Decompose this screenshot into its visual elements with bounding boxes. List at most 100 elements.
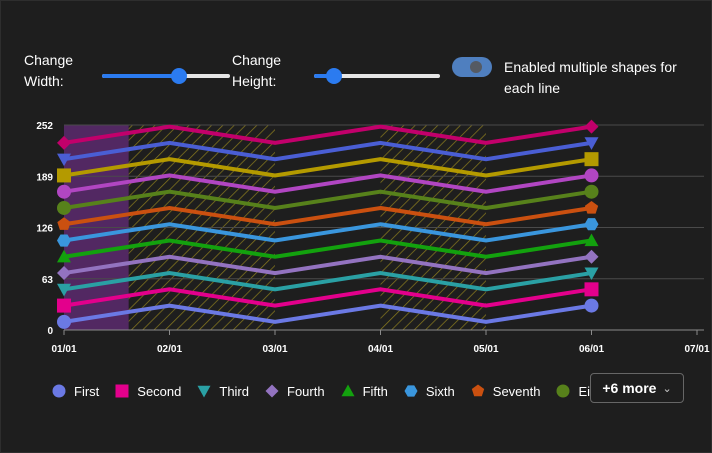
- legend-item-label: Fifth: [362, 383, 388, 399]
- height-slider-track: [314, 74, 440, 78]
- series-line: [63, 271, 592, 292]
- data-point-marker: [57, 298, 71, 313]
- chevron-down-icon: ⌄: [662, 382, 672, 395]
- data-point-marker: [584, 298, 599, 313]
- hexagon-icon: [404, 385, 418, 397]
- triangle-down-icon: [197, 385, 211, 398]
- multiple-shapes-toggle[interactable]: [452, 57, 492, 77]
- legend-item-third[interactable]: Third: [197, 384, 249, 399]
- series-line: [63, 157, 592, 178]
- legend-marker: [471, 384, 484, 397]
- multiple-shapes-toggle-label: Enabled multiple shapes for each line: [504, 59, 677, 96]
- x-tick-label: 01/01: [51, 344, 76, 355]
- series-line: [63, 254, 592, 276]
- legend-item-seventh[interactable]: Seventh: [471, 383, 541, 399]
- x-tick-label: 04/01: [368, 344, 393, 355]
- series-12: [57, 119, 599, 150]
- legend-marker: [556, 384, 570, 398]
- data-point-marker: [584, 168, 599, 183]
- data-point-marker: [57, 283, 71, 297]
- line-chart: 0 63 126 189 252 01/01 02/01 03/01 04/01 05/01 06/…: [36, 119, 710, 355]
- y-tick-label: 252: [36, 121, 53, 132]
- data-point-marker: [57, 266, 71, 281]
- data-point-marker: [584, 184, 599, 199]
- legend-item-second[interactable]: Second: [115, 384, 181, 399]
- y-tick-label: 0: [47, 326, 53, 337]
- x-tick-label: 05/01: [473, 344, 498, 355]
- data-point-marker: [584, 267, 599, 281]
- legend-item-label: Second: [137, 383, 182, 399]
- width-slider-fill: [102, 74, 179, 78]
- data-point-marker: [57, 168, 71, 183]
- legend-item-fifth[interactable]: Fifth: [341, 384, 388, 399]
- series-5: [57, 233, 599, 263]
- triangle-up-icon: [341, 384, 355, 397]
- data-point-marker: [584, 152, 599, 167]
- circle-icon: [52, 384, 66, 398]
- data-point-marker: [57, 234, 71, 247]
- series-1: [57, 298, 599, 329]
- pentagon-icon: [471, 384, 484, 397]
- series-7: [57, 200, 599, 230]
- series-line: [63, 303, 592, 324]
- legend-marker: [197, 385, 211, 398]
- legend-item-sixth[interactable]: Sixth: [404, 384, 455, 399]
- data-point-marker: [584, 233, 599, 247]
- width-slider[interactable]: [102, 68, 230, 84]
- data-point-marker: [57, 153, 71, 167]
- series-11: [57, 137, 599, 167]
- legend-item-fourth[interactable]: Fourth: [265, 384, 325, 399]
- legend-more-button[interactable]: +6 more ⌄: [590, 373, 684, 403]
- square-icon: [115, 384, 129, 398]
- legend-item-first[interactable]: First: [52, 384, 99, 399]
- legend-marker: [404, 385, 418, 397]
- height-slider-fill: [314, 74, 335, 78]
- x-tick-label: 03/01: [262, 344, 287, 355]
- change-width-label: Change Width:: [24, 52, 74, 89]
- series-line: [63, 140, 592, 162]
- series-line: [63, 189, 592, 210]
- series-line: [63, 238, 592, 259]
- legend-marker: [115, 384, 129, 398]
- data-point-marker: [57, 249, 71, 263]
- series-8: [57, 184, 599, 215]
- y-tick-label: 189: [36, 172, 53, 183]
- series-3: [57, 267, 599, 297]
- series-2: [57, 282, 599, 313]
- series-line: [63, 287, 592, 308]
- chart-legend: FirstSecondThirdFourthFifthSixthSeventhE…: [52, 376, 624, 406]
- legend-item-label: Seventh: [492, 383, 541, 399]
- data-point-marker: [57, 135, 71, 150]
- width-slider-thumb[interactable]: [170, 68, 187, 84]
- data-point-marker: [57, 217, 71, 230]
- data-point-marker: [584, 119, 599, 134]
- series-line: [63, 173, 592, 194]
- series-line: [63, 222, 592, 243]
- legend-marker: [341, 384, 355, 397]
- legend-item-label: Third: [219, 383, 249, 399]
- legend-more-label: +6 more: [602, 380, 657, 396]
- data-point-marker: [57, 314, 71, 329]
- legend-item-label: Sixth: [425, 383, 455, 399]
- change-height-label: Change Height:: [232, 52, 282, 89]
- x-tick-label: 02/01: [157, 344, 182, 355]
- toggle-knob: [470, 61, 482, 73]
- data-point-marker: [584, 137, 599, 150]
- height-slider-thumb[interactable]: [326, 68, 343, 84]
- series-4: [57, 249, 599, 281]
- series-10: [57, 152, 599, 183]
- series-line: [63, 124, 592, 145]
- y-tick-label: 126: [36, 224, 53, 235]
- data-point-marker: [584, 200, 599, 214]
- series-line: [63, 205, 592, 227]
- legend-item-label: First: [74, 383, 100, 399]
- legend-item-label: Fourth: [287, 383, 325, 399]
- data-point-marker: [57, 200, 71, 215]
- series-9: [57, 168, 599, 199]
- circle-icon: [556, 384, 570, 398]
- x-tick-label: 06/01: [579, 344, 604, 355]
- series-6: [57, 218, 599, 247]
- data-point-marker: [57, 184, 71, 199]
- height-slider[interactable]: [314, 68, 440, 84]
- data-point-marker: [584, 282, 599, 297]
